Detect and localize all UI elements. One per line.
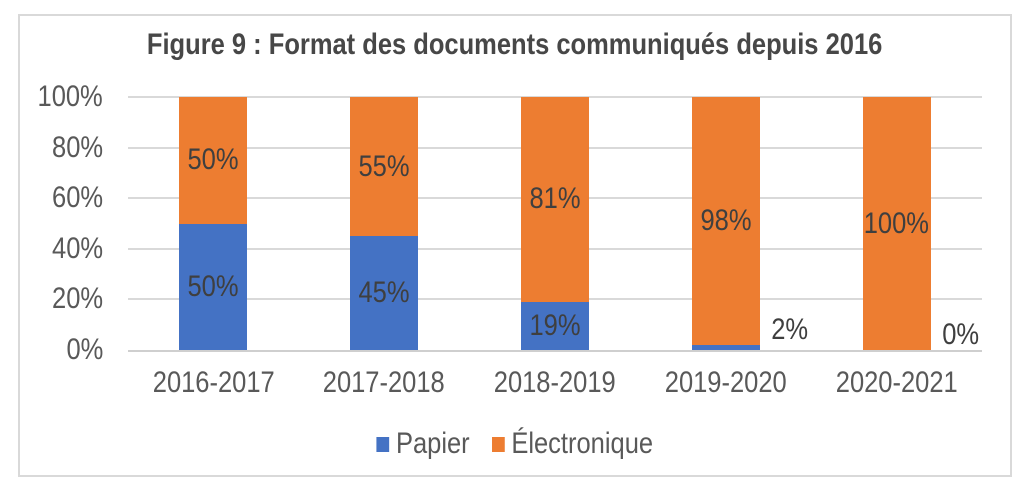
x-tick-text: 2019-2020: [664, 366, 787, 399]
bar-2016-2017: [179, 97, 248, 350]
bar-segment-papier-2018-2019: [521, 301, 589, 350]
bar-segment-electronique-2017-2018: [350, 97, 419, 237]
data-label-electronique-2019-2020: 98%: [681, 203, 771, 237]
x-tick-label-2019-2020: 2019-2020: [640, 366, 811, 399]
y-tick-text: 60%: [51, 181, 103, 215]
chart-title: Figure 9 : Format des documents communiq…: [18, 27, 1012, 63]
data-label-electronique-2018-2019: 81%: [510, 182, 600, 216]
bar-segment-papier-2017-2018: [350, 236, 419, 350]
legend-label: Électronique: [511, 427, 654, 460]
x-tick-label-2020-2021: 2020-2021: [811, 366, 982, 399]
x-axis-line: [128, 350, 982, 352]
bar-2019-2020: [691, 97, 760, 350]
data-label-electronique-2020-2021-text: 100%: [863, 206, 930, 240]
bar-2020-2021: [862, 97, 931, 350]
y-tick-label-60: 60%: [0, 181, 103, 215]
data-label-electronique-2016-2017-text: 50%: [187, 143, 239, 177]
x-tick-label-2017-2018: 2017-2018: [299, 366, 470, 399]
chart-title-text: Figure 9 : Format des documents communiq…: [147, 28, 883, 61]
y-tick-label-40: 40%: [0, 231, 103, 265]
bar-segment-electronique-2018-2019: [521, 97, 589, 302]
bar-segment-electronique-2020-2021: [862, 97, 931, 350]
data-label-electronique-2017-2018-text: 55%: [358, 149, 410, 183]
y-tick-text: 100%: [37, 80, 103, 113]
y-tick-text: 40%: [51, 231, 103, 265]
data-label-electronique-2019-2020-text: 98%: [700, 203, 752, 237]
y-tick-label-0: 0%: [0, 333, 103, 366]
bar-segment-papier-2016-2017: [179, 223, 248, 350]
data-label-papier-2020-2021-text: 0%: [942, 318, 980, 351]
legend-swatch-papier: [376, 436, 390, 452]
legend: Papier Électronique: [18, 427, 1012, 461]
y-tick-label-80: 80%: [0, 130, 103, 164]
legend-swatch-électronique: [492, 436, 505, 452]
legend-row: Papier Électronique: [376, 427, 653, 461]
legend-item-papier: Papier: [376, 427, 470, 461]
legend-label: Papier: [396, 427, 470, 460]
data-label-electronique-2018-2019-text: 81%: [529, 182, 581, 216]
y-tick-label-20: 20%: [0, 282, 103, 316]
bar-2017-2018: [350, 97, 419, 350]
bar-segment-papier-2019-2020: [691, 344, 760, 350]
data-label-papier-2017-2018: 45%: [339, 276, 429, 310]
data-label-papier-2018-2019: 19%: [510, 308, 600, 342]
data-label-electronique-2016-2017: 50%: [168, 143, 258, 177]
bar-segment-electronique-2016-2017: [179, 97, 248, 224]
x-tick-text: 2017-2018: [323, 366, 446, 399]
plot-area: [128, 96, 982, 352]
data-label-electronique-2017-2018: 55%: [339, 149, 429, 183]
x-tick-text: 2020-2021: [835, 366, 958, 399]
x-tick-text: 2018-2019: [494, 366, 616, 399]
data-label-electronique-2020-2021: 100%: [852, 206, 942, 240]
data-label-papier-2019-2020-text: 2%: [771, 312, 809, 346]
bar-2018-2019: [521, 97, 589, 350]
data-label-papier-2020-2021: 0%: [916, 318, 1006, 351]
y-tick-text: 20%: [51, 282, 103, 316]
data-label-papier-2018-2019-text: 19%: [529, 308, 581, 342]
data-label-papier-2016-2017: 50%: [168, 269, 258, 303]
x-tick-label-2018-2019: 2018-2019: [470, 366, 641, 399]
y-tick-label-100: 100%: [0, 80, 103, 113]
legend-item-électronique: Électronique: [492, 427, 653, 461]
y-tick-text: 0%: [66, 333, 103, 366]
data-label-papier-2019-2020: 2%: [745, 312, 835, 346]
data-label-papier-2017-2018-text: 45%: [358, 276, 410, 310]
y-tick-text: 80%: [51, 130, 103, 164]
bar-segment-electronique-2019-2020: [691, 97, 760, 345]
x-tick-label-2016-2017: 2016-2017: [128, 366, 299, 399]
x-tick-text: 2016-2017: [152, 366, 275, 399]
data-label-papier-2016-2017-text: 50%: [187, 269, 239, 303]
